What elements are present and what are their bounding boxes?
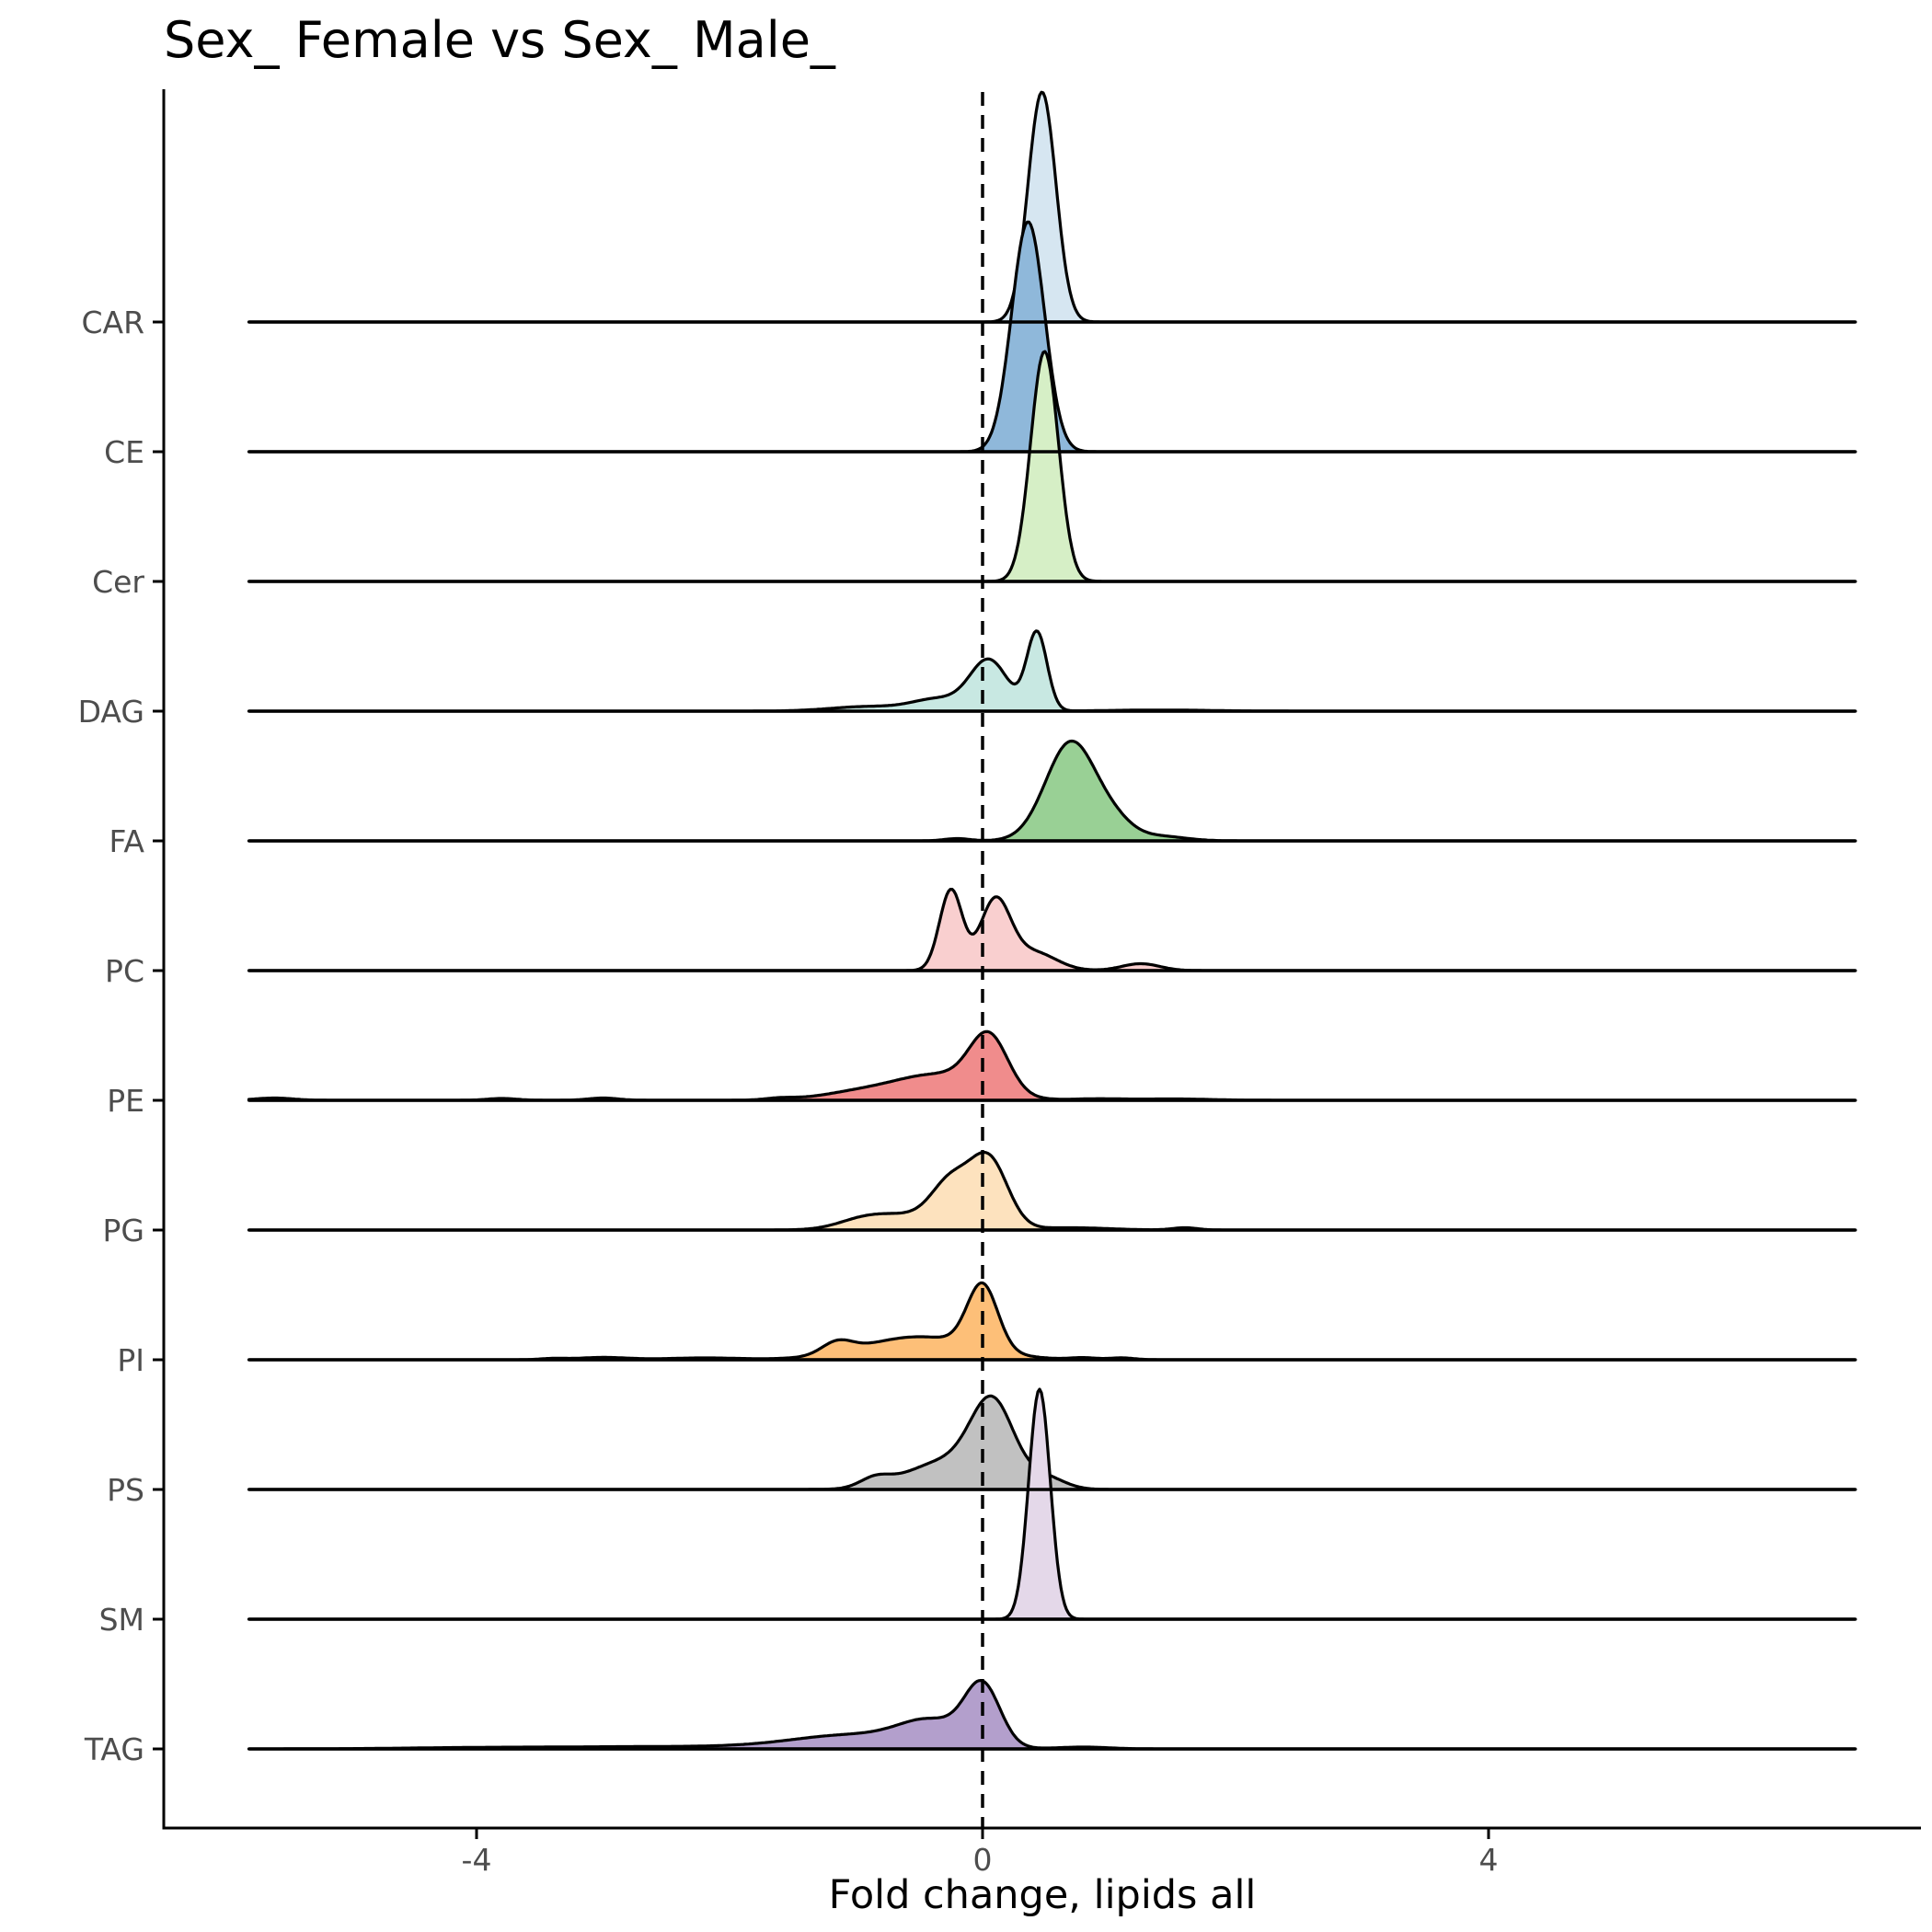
ridge-fa — [247, 739, 1857, 843]
y-tick-label-ce: CE — [104, 434, 144, 470]
x-tick-label-2: 4 — [1479, 1842, 1499, 1878]
y-tick-label-dag: DAG — [78, 694, 144, 730]
x-axis-ticks: -4 0 4 — [462, 1828, 1499, 1878]
baselines-group — [248, 320, 1856, 1751]
ridge-pi — [247, 1281, 1857, 1362]
y-tick-label-pg: PG — [103, 1213, 144, 1248]
ridge-dag — [247, 629, 1857, 713]
x-axis-title: Fold change, lipids all — [829, 1872, 1257, 1918]
y-tick-label-pe: PE — [107, 1083, 144, 1119]
x-tick-label-1: 0 — [973, 1842, 993, 1878]
ridge-cer — [247, 350, 1857, 583]
y-axis-ticks: CAR CE Cer DAG FA PC PE PG PI PS SM TAG — [78, 305, 164, 1767]
y-tick-label-sm: SM — [99, 1602, 144, 1638]
ridge-tag — [247, 1679, 1857, 1751]
ridge-sm — [247, 1387, 1857, 1621]
y-tick-label-fa: FA — [109, 823, 144, 859]
ridge-pe — [247, 1029, 1857, 1102]
ridge-pc — [247, 888, 1857, 972]
y-tick-label-cer: Cer — [92, 564, 144, 600]
ridge-ps — [247, 1394, 1857, 1491]
ridges-group — [247, 90, 1857, 1751]
ridge-pg — [247, 1150, 1857, 1232]
y-tick-label-ps: PS — [107, 1472, 144, 1508]
ridge-car — [247, 90, 1857, 324]
y-tick-label-car: CAR — [81, 305, 144, 340]
y-tick-label-pc: PC — [105, 953, 144, 989]
chart-title: Sex_ Female vs Sex_ Male_ — [164, 11, 836, 69]
y-tick-label-pi: PI — [117, 1342, 144, 1378]
x-tick-label-0: -4 — [462, 1842, 492, 1878]
y-tick-label-tag: TAG — [84, 1731, 144, 1767]
